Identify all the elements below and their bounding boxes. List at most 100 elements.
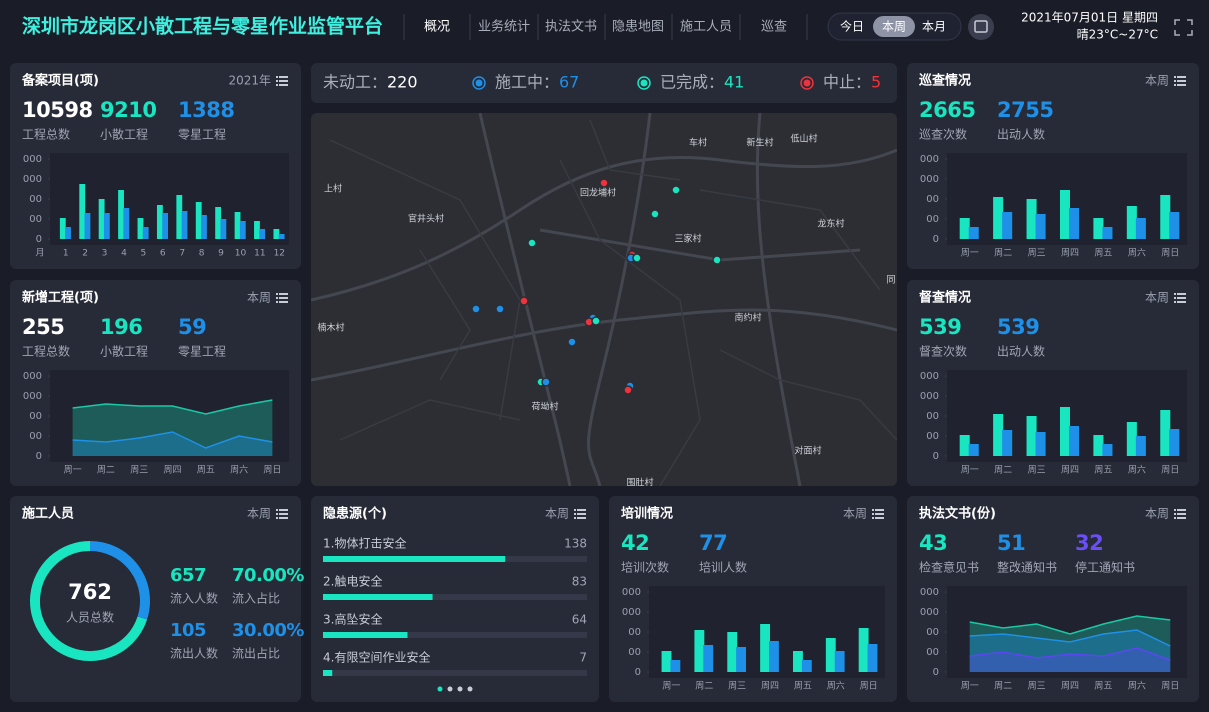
nav-item[interactable]: 概况 xyxy=(424,20,450,35)
stat-value: 539 xyxy=(919,315,961,339)
area-line xyxy=(969,629,1171,647)
period-option[interactable]: 本周 xyxy=(882,20,906,34)
panel-period[interactable]: 本周 xyxy=(1145,291,1169,305)
stat-value: 77 xyxy=(699,531,727,555)
bar xyxy=(323,670,333,676)
page-dot[interactable] xyxy=(437,686,443,692)
stat-value: 30.00% xyxy=(232,620,304,641)
nav-item[interactable]: 业务统计 xyxy=(478,19,530,35)
place-label: 龙东村 xyxy=(817,218,844,230)
donut-segment xyxy=(89,541,150,620)
panel-period[interactable]: 本周 xyxy=(1145,74,1169,88)
road xyxy=(586,113,652,486)
bar-value: 7 xyxy=(579,651,587,665)
page-dot[interactable] xyxy=(447,686,453,692)
x-tick-label: 周二 xyxy=(994,465,1012,476)
bar xyxy=(1169,429,1180,456)
period-option[interactable]: 今日 xyxy=(840,19,864,34)
marker[interactable] xyxy=(632,253,642,263)
list-icon-line xyxy=(1177,84,1186,86)
area xyxy=(969,630,1171,672)
stat-label: 小散工程 xyxy=(100,344,148,359)
list-icon-line xyxy=(1177,509,1186,511)
list-icon-dot xyxy=(574,509,576,511)
list-icon-dot xyxy=(1174,293,1176,295)
bar xyxy=(234,212,241,239)
x-tick-label: 8 xyxy=(199,249,205,259)
y-tick-label: 000 xyxy=(920,391,939,402)
y-tick-label: 0 xyxy=(36,234,42,245)
marker[interactable] xyxy=(567,337,577,347)
marker[interactable] xyxy=(712,255,722,265)
y-tick-label: 00 xyxy=(926,647,939,658)
place-label: 低山村 xyxy=(790,133,817,145)
period-option[interactable]: 本月 xyxy=(922,20,946,34)
nav-item[interactable]: 执法文书 xyxy=(545,20,597,35)
marker[interactable] xyxy=(495,304,505,314)
stat-label: 零星工程 xyxy=(178,127,226,142)
bar-label: 2.触电安全 xyxy=(323,574,382,589)
donut-total: 762 xyxy=(68,580,112,604)
status-label: 已完成： xyxy=(660,73,724,92)
marker[interactable] xyxy=(519,296,529,306)
panel-period[interactable]: 本周 xyxy=(247,291,271,305)
bar xyxy=(156,205,163,239)
panel-period[interactable]: 2021年 xyxy=(228,74,271,88)
bar xyxy=(65,227,71,239)
marker[interactable] xyxy=(527,238,537,248)
bar xyxy=(201,215,207,239)
y-tick-label: 00 xyxy=(29,194,42,205)
status-label: 施工中： xyxy=(495,73,559,92)
street xyxy=(339,399,521,441)
status-dot-ring xyxy=(637,76,651,90)
bar xyxy=(993,414,1004,456)
marker[interactable] xyxy=(623,385,633,395)
bar xyxy=(59,218,66,239)
bar xyxy=(259,229,266,239)
x-tick-label: 6 xyxy=(160,249,166,259)
bar xyxy=(1026,199,1037,239)
bar-track xyxy=(323,594,587,600)
x-axis-label: 月 xyxy=(35,248,44,259)
plot-bg xyxy=(947,586,1187,678)
list-icon-line xyxy=(1177,293,1186,295)
marker[interactable] xyxy=(650,209,660,219)
panel-title: 巡查情况 xyxy=(919,73,971,89)
panel-period[interactable]: 本周 xyxy=(1145,507,1169,521)
y-tick-label: 00 xyxy=(29,431,42,442)
fullscreen-icon[interactable] xyxy=(1174,19,1193,36)
bar xyxy=(323,632,408,638)
y-tick-label: 00 xyxy=(926,627,939,638)
marker[interactable] xyxy=(591,316,601,326)
list-icon-dot xyxy=(276,84,278,86)
bar xyxy=(1026,416,1037,456)
list-icon-line xyxy=(1177,513,1186,515)
bar xyxy=(703,645,714,672)
panel-period[interactable]: 本周 xyxy=(545,507,569,521)
page-dot[interactable] xyxy=(467,686,473,692)
bar xyxy=(769,641,779,672)
marker[interactable] xyxy=(471,304,481,314)
panel-period[interactable]: 本周 xyxy=(843,507,867,521)
panel-period[interactable]: 本周 xyxy=(247,507,271,521)
bar xyxy=(98,199,105,239)
calendar-button[interactable] xyxy=(968,14,994,40)
markers xyxy=(471,178,722,395)
marker[interactable] xyxy=(599,178,609,188)
stat-label: 整改通知书 xyxy=(997,560,1057,575)
y-tick-label: 000 xyxy=(23,391,42,402)
marker[interactable] xyxy=(671,185,681,195)
nav-item[interactable]: 隐患地图 xyxy=(612,20,664,35)
nav-item[interactable]: 巡查 xyxy=(761,20,787,35)
page-dot[interactable] xyxy=(457,686,463,692)
area xyxy=(969,648,1171,672)
plot-bg xyxy=(50,370,289,462)
x-tick-label: 2 xyxy=(82,249,88,259)
nav-item[interactable]: 施工人员 xyxy=(680,20,732,35)
marker[interactable] xyxy=(541,377,551,387)
place-label: 三家村 xyxy=(674,233,701,245)
panel-title: 培训情况 xyxy=(621,506,673,522)
x-tick-label: 周四 xyxy=(1061,248,1079,259)
list-icon-dot xyxy=(276,513,278,515)
